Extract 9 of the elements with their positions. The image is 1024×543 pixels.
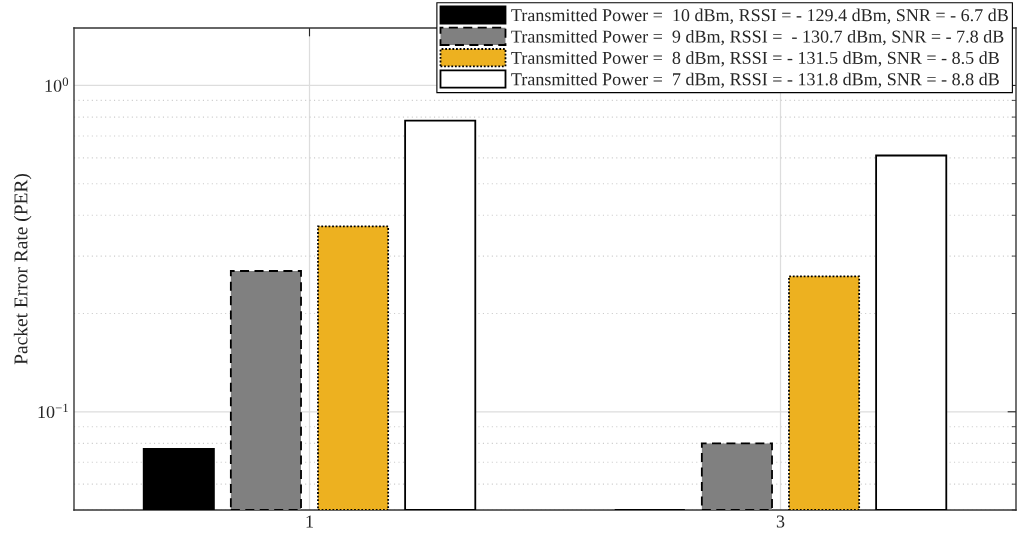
legend-label: Transmitted Power = 9 dBm, RSSI = - 130.7 dBm, SNR = - 7.8 dB [511, 29, 1004, 46]
legend-label: Transmitted Power = 7 dBm, RSSI = - 131.8 dBm, SNR = - 8.8 dB [511, 72, 999, 88]
legend-label: Transmitted Power = 8 dBm, RSSI = - 131.5 dBm, SNR = - 8.5 dB [511, 51, 999, 67]
y-axis-title: Packet Error Rate (PER) [13, 174, 32, 365]
x-tick-label: 3 [776, 515, 785, 528]
legend-label: Transmitted Power = 10 dBm, RSSI = - 129.4 dBm, SNR = - 6.7 dB [511, 8, 1008, 24]
y-tick-label: 10$^{−1}$ [38, 403, 68, 419]
x-tick-label: 1 [306, 515, 313, 528]
y-tick-label: 10$^{0}$ [45, 77, 69, 92]
